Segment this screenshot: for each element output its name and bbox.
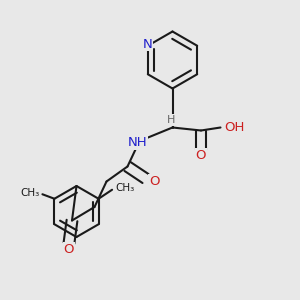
Text: CH₃: CH₃ xyxy=(115,183,134,193)
Text: OH: OH xyxy=(224,121,244,134)
Text: H: H xyxy=(167,115,175,125)
Text: O: O xyxy=(196,149,206,162)
Text: O: O xyxy=(149,175,160,188)
Text: CH₃: CH₃ xyxy=(20,188,39,198)
Text: NH: NH xyxy=(128,136,148,149)
Text: O: O xyxy=(64,242,74,256)
Text: N: N xyxy=(143,38,153,51)
